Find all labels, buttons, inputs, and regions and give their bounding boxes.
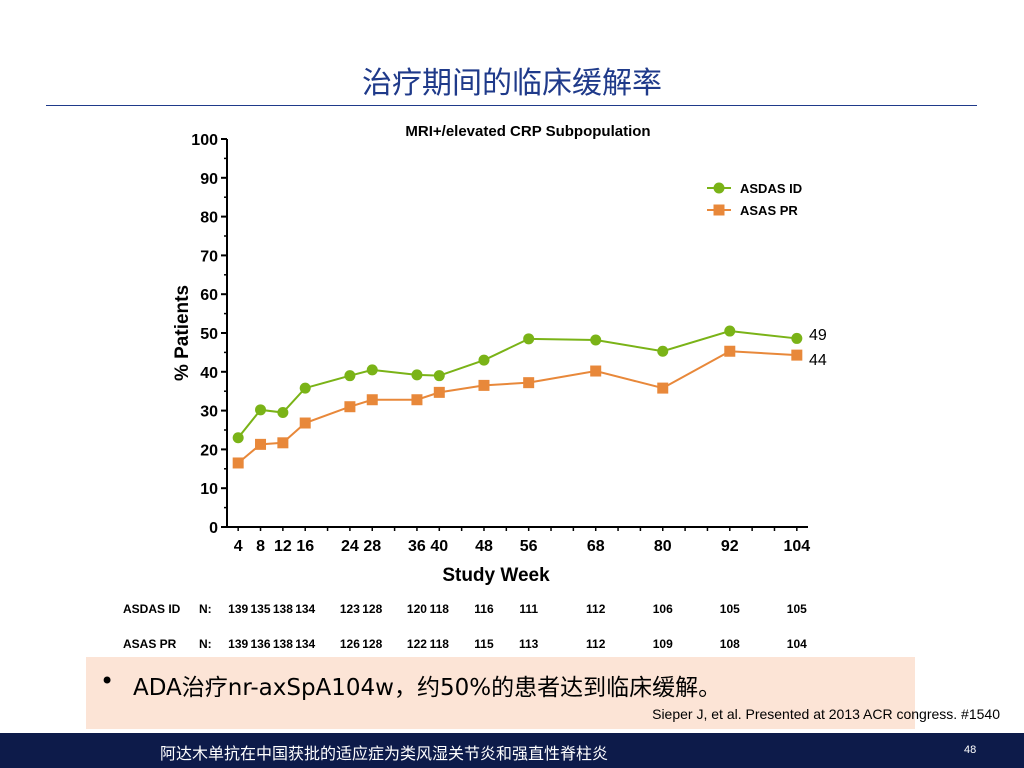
y-tick-label: 60 — [200, 287, 218, 304]
x-tick-label: 68 — [587, 538, 605, 555]
x-tick-label: 28 — [363, 538, 381, 555]
citation: Sieper J, et al. Presented at 2013 ACR c… — [652, 706, 1000, 722]
y-tick-label: 20 — [200, 442, 218, 459]
x-tick-label: 12 — [274, 538, 292, 555]
data-point-square — [255, 438, 267, 450]
line-chart: MRI+/elevated CRP Subpopulation 0 10 20 30 40… — [172, 123, 827, 586]
series-line-1 — [237, 330, 797, 439]
y-tick-label: 40 — [200, 365, 218, 382]
data-point-circle — [344, 370, 356, 382]
data-point-circle — [433, 370, 445, 382]
data-point-square — [232, 457, 244, 469]
footer-bar — [0, 733, 1024, 768]
y-tick-label: 30 — [200, 404, 218, 421]
x-tick-label: 92 — [721, 538, 739, 555]
legend-label: ASAS PR — [740, 203, 798, 218]
data-point-circle — [299, 382, 311, 394]
y-tick-label: 0 — [209, 520, 218, 537]
x-tick-label: 56 — [520, 538, 538, 555]
x-tick-label: 8 — [256, 538, 265, 555]
x-tick-label: 24 — [341, 538, 359, 555]
y-tick-label: 70 — [200, 248, 218, 265]
legend-label: ASDAS ID — [740, 181, 802, 196]
data-point-circle — [724, 325, 736, 337]
data-point-circle — [590, 334, 602, 346]
x-tick-label: 4 — [234, 538, 243, 555]
footer-text: 阿达木单抗在中国获批的适应症为类风湿关节炎和强直性脊柱炎 — [160, 744, 609, 763]
x-tick-label: 16 — [296, 538, 314, 555]
legend-marker-circle — [713, 182, 725, 194]
data-point-square — [299, 417, 311, 429]
y-axis-label: % Patients — [172, 285, 193, 381]
series-line-2 — [237, 350, 797, 464]
x-tick-label: 104 — [783, 538, 810, 555]
bullet-marker: • — [100, 667, 115, 695]
y-tick-label: 80 — [200, 210, 218, 227]
data-point-circle — [478, 354, 490, 366]
x-tick-label: 36 — [408, 538, 426, 555]
x-axis-label: Study Week — [442, 565, 550, 586]
data-point-circle — [366, 364, 378, 376]
end-value-label: 44 — [809, 352, 827, 369]
y-tick-label: 50 — [200, 326, 218, 343]
legend-marker-square — [713, 204, 725, 216]
data-point-circle — [232, 432, 244, 444]
data-point-square — [411, 394, 423, 406]
y-tick-label: 90 — [200, 171, 218, 188]
data-point-circle — [523, 333, 535, 345]
data-point-circle — [277, 407, 289, 419]
data-point-square — [657, 382, 669, 394]
x-tick-label: 40 — [430, 538, 448, 555]
page-number: 48 — [964, 744, 977, 756]
data-point-square — [366, 394, 378, 406]
bullet-box — [86, 657, 915, 729]
chart-title: MRI+/elevated CRP Subpopulation — [405, 123, 650, 140]
data-point-circle — [255, 404, 267, 416]
title-divider — [46, 105, 977, 106]
data-point-square — [478, 379, 490, 391]
data-point-circle — [411, 369, 423, 381]
data-point-circle — [791, 332, 803, 344]
data-point-square — [590, 365, 602, 377]
end-value-label: 49 — [809, 327, 827, 344]
y-tick-label: 100 — [191, 132, 218, 149]
x-tick-label: 80 — [654, 538, 672, 555]
data-point-circle — [657, 345, 669, 357]
x-tick-label: 48 — [475, 538, 493, 555]
data-point-square — [523, 377, 535, 389]
y-tick-label: 10 — [200, 481, 218, 498]
bullet-text: ADA治疗nr-axSpA104w，约50%的患者达到临床缓解。 — [133, 675, 722, 701]
slide-title: 治疗期间的临床缓解率 — [362, 66, 662, 101]
data-point-square — [791, 349, 803, 361]
data-point-square — [277, 437, 289, 449]
data-point-square — [344, 401, 356, 413]
data-point-square — [724, 345, 736, 357]
data-point-square — [433, 386, 445, 398]
